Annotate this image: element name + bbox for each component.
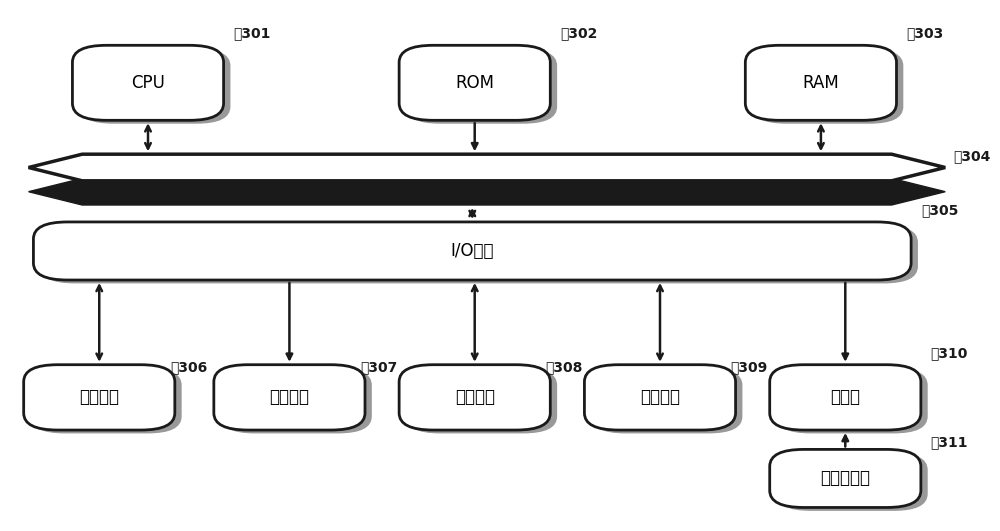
Text: 驱动器: 驱动器 xyxy=(830,388,860,406)
Polygon shape xyxy=(29,178,945,205)
FancyBboxPatch shape xyxy=(214,365,365,430)
Text: ⎺305: ⎺305 xyxy=(921,203,958,217)
Text: 输入部分: 输入部分 xyxy=(79,388,119,406)
Text: ⎺303: ⎺303 xyxy=(906,27,943,40)
Text: I/O接口: I/O接口 xyxy=(451,242,494,260)
Text: CPU: CPU xyxy=(131,74,165,92)
Text: ⎺310: ⎺310 xyxy=(931,346,968,360)
Text: ROM: ROM xyxy=(455,74,494,92)
FancyBboxPatch shape xyxy=(33,222,911,280)
Text: 通信部分: 通信部分 xyxy=(640,388,680,406)
Text: ⎺306: ⎺306 xyxy=(170,361,207,374)
Text: ⎯304: ⎯304 xyxy=(953,150,990,164)
FancyBboxPatch shape xyxy=(399,365,550,430)
FancyBboxPatch shape xyxy=(752,49,903,124)
Text: ⎺301: ⎺301 xyxy=(233,27,271,40)
Text: 输出部分: 输出部分 xyxy=(269,388,309,406)
FancyBboxPatch shape xyxy=(591,368,742,433)
FancyBboxPatch shape xyxy=(406,49,557,124)
FancyBboxPatch shape xyxy=(72,45,224,121)
FancyBboxPatch shape xyxy=(406,368,557,433)
FancyBboxPatch shape xyxy=(777,368,928,433)
FancyBboxPatch shape xyxy=(770,449,921,508)
Text: 可拆卸介质: 可拆卸介质 xyxy=(820,469,870,487)
FancyBboxPatch shape xyxy=(24,365,175,430)
Text: ⎺302: ⎺302 xyxy=(560,27,597,40)
FancyBboxPatch shape xyxy=(221,368,372,433)
FancyBboxPatch shape xyxy=(584,365,736,430)
Text: ⎺308: ⎺308 xyxy=(545,361,583,374)
Text: 存储部分: 存储部分 xyxy=(455,388,495,406)
FancyBboxPatch shape xyxy=(745,45,896,121)
FancyBboxPatch shape xyxy=(777,453,928,511)
Polygon shape xyxy=(29,154,945,181)
FancyBboxPatch shape xyxy=(79,49,230,124)
FancyBboxPatch shape xyxy=(399,45,550,121)
Text: ⎺311: ⎺311 xyxy=(931,435,968,449)
FancyBboxPatch shape xyxy=(40,225,918,284)
FancyBboxPatch shape xyxy=(30,368,182,433)
FancyBboxPatch shape xyxy=(770,365,921,430)
Text: ⎺307: ⎺307 xyxy=(360,361,397,374)
Text: RAM: RAM xyxy=(803,74,839,92)
Text: ⎺309: ⎺309 xyxy=(731,361,768,374)
